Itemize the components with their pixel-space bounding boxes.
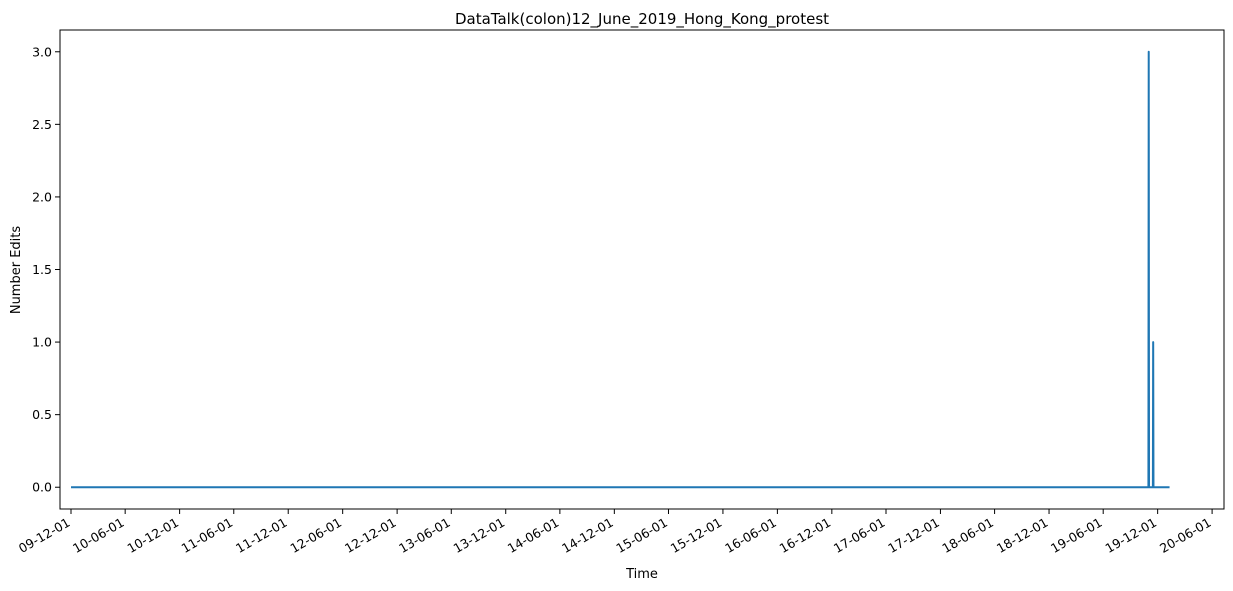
x-tick-label-0: 09-12-01	[16, 515, 73, 556]
x-tick-label-12: 15-12-01	[668, 515, 725, 556]
y-tick-label-2: 1.0	[32, 335, 52, 350]
plot-frame	[59, 29, 1225, 510]
y-axis: 0.0 0.5 1.0 1.5 2.0 2.5 3.0	[32, 44, 60, 495]
x-tick-label-11: 15-06-01	[613, 515, 670, 556]
x-tick-label-10: 14-12-01	[559, 515, 616, 556]
y-tick-label-0: 0.0	[32, 480, 52, 495]
x-tick-label-16: 17-12-01	[885, 515, 942, 556]
y-tick-label-6: 3.0	[32, 44, 52, 59]
plot-series	[71, 50, 1170, 489]
x-tick-label-18: 18-12-01	[994, 515, 1051, 556]
series-line-0	[71, 50, 1170, 489]
y-tick-label-3: 1.5	[32, 262, 52, 277]
y-tick-label-4: 2.0	[32, 189, 52, 204]
chart-title: DataTalk(colon)12_June_2019_Hong_Kong_pr…	[455, 10, 829, 29]
y-axis-label: Number Edits	[9, 226, 24, 315]
x-tick-label-19: 19-06-01	[1048, 515, 1105, 556]
x-tick-label-20: 19-12-01	[1103, 515, 1160, 556]
y-tick-label-5: 2.5	[32, 117, 52, 132]
x-tick-label-9: 14-06-01	[505, 515, 562, 556]
x-tick-label-4: 11-12-01	[233, 515, 290, 556]
x-tick-label-3: 11-06-01	[179, 515, 236, 556]
x-tick-label-13: 16-06-01	[722, 515, 779, 556]
x-tick-label-1: 10-06-01	[70, 515, 127, 556]
x-tick-label-6: 12-12-01	[342, 515, 399, 556]
x-tick-label-17: 18-06-01	[939, 515, 996, 556]
x-tick-label-14: 16-12-01	[777, 515, 834, 556]
x-tick-label-8: 13-12-01	[451, 515, 508, 556]
x-tick-label-15: 17-06-01	[831, 515, 888, 556]
x-tick-label-21: 20-06-01	[1157, 515, 1214, 556]
x-tick-label-7: 13-06-01	[396, 515, 453, 556]
x-tick-label-5: 12-06-01	[288, 515, 345, 556]
x-axis: 09-12-0110-06-0110-12-0111-06-0111-12-01…	[16, 509, 1214, 556]
x-tick-label-2: 10-12-01	[124, 515, 181, 556]
y-tick-label-1: 0.5	[32, 407, 52, 422]
x-axis-label: Time	[625, 567, 658, 582]
